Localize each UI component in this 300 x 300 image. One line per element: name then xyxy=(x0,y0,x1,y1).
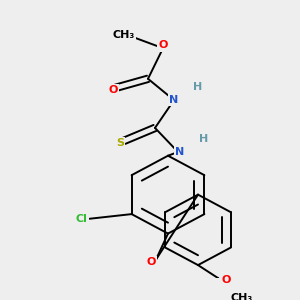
Text: O: O xyxy=(146,257,156,267)
Text: N: N xyxy=(176,147,184,157)
Text: O: O xyxy=(221,275,231,285)
Text: O: O xyxy=(108,85,118,95)
Text: CH₃: CH₃ xyxy=(231,293,253,300)
Text: H: H xyxy=(200,134,208,144)
Text: CH₃: CH₃ xyxy=(113,30,135,40)
Text: S: S xyxy=(116,138,124,148)
Text: O: O xyxy=(158,40,168,50)
Text: H: H xyxy=(194,82,202,92)
Text: Cl: Cl xyxy=(76,214,88,224)
Text: N: N xyxy=(169,95,178,105)
